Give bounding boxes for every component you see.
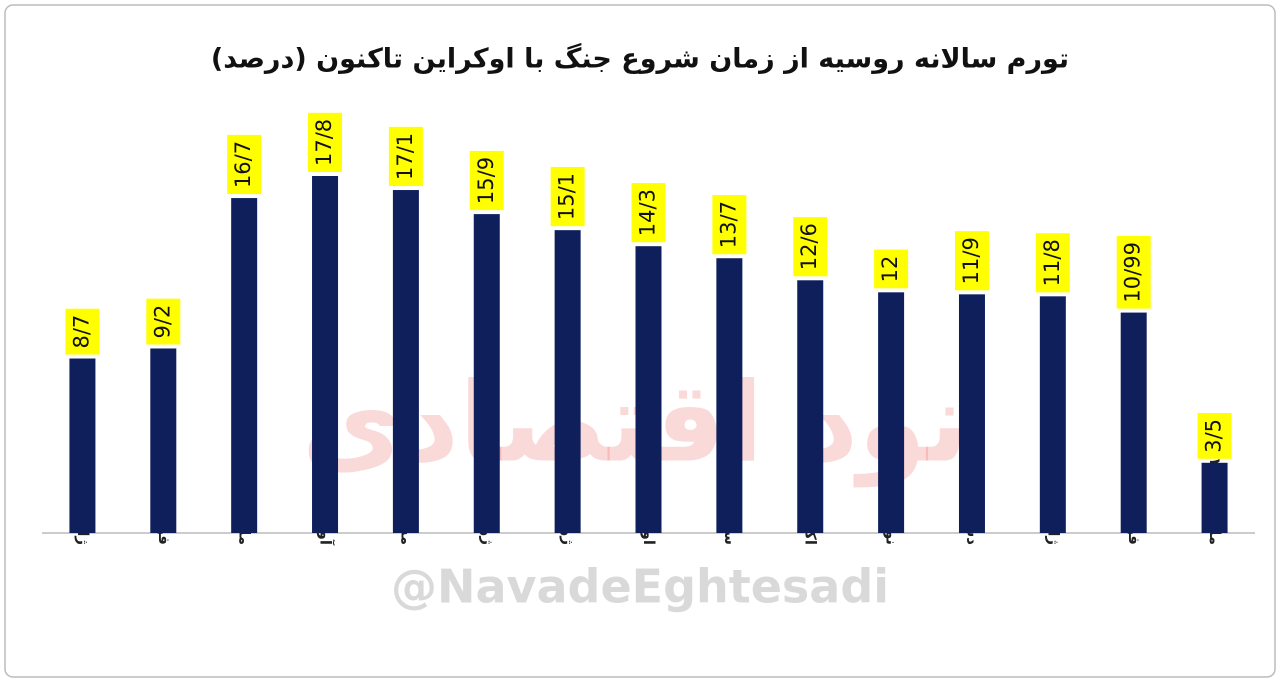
bar: [958, 294, 985, 533]
value-label: 17/1: [393, 133, 417, 180]
value-label: 8/7: [69, 315, 93, 349]
value-label-bg: [712, 195, 747, 255]
bar: [231, 198, 258, 533]
chart-title: تورم سالانه روسیه از زمان شروع جنگ با او…: [211, 43, 1069, 75]
value-label-bg: [65, 308, 100, 355]
value-label: 13/7: [716, 201, 740, 248]
value-label: 16/7: [231, 141, 255, 188]
value-label-bg: [469, 150, 504, 211]
bar: [69, 358, 96, 533]
value-label: 12/6: [797, 223, 821, 270]
value-label-bg: [954, 231, 989, 291]
value-label: 15/1: [555, 173, 579, 220]
value-label-bg: [874, 249, 909, 289]
value-label: 10/99: [1121, 242, 1145, 303]
bar: [392, 190, 419, 534]
bar: [635, 246, 662, 533]
value-label-bg: [388, 126, 423, 187]
value-label-bg: [1035, 233, 1070, 293]
bar: [554, 230, 581, 534]
value-label-bg: [146, 298, 181, 345]
value-label: 14/3: [636, 189, 660, 236]
bar: [312, 176, 339, 533]
value-label: 9/2: [150, 305, 174, 339]
value-label: 15/9: [474, 157, 498, 204]
value-label-bg: [1197, 413, 1232, 459]
bar: [878, 292, 905, 533]
value-label: 11/9: [959, 237, 983, 284]
value-label-bg: [550, 166, 585, 227]
bar: [716, 258, 743, 533]
bar: [1120, 312, 1147, 533]
watermark: @NavadeEghtesadi: [391, 560, 889, 614]
bar: [797, 280, 824, 533]
value-label-bg: [631, 183, 666, 243]
bar: [1039, 296, 1066, 533]
value-label-bg: [308, 112, 343, 172]
value-label: 11/8: [1040, 239, 1064, 286]
bar: [150, 348, 177, 533]
value-label-bg: [227, 134, 262, 195]
value-label-bg: [793, 217, 828, 277]
bar: [1201, 462, 1228, 533]
value-label: 17/8: [312, 119, 336, 166]
value-label-bg: [1116, 236, 1151, 309]
value-label: 3/5: [1202, 419, 1226, 453]
bar: [473, 214, 500, 533]
value-label: 12: [878, 256, 902, 283]
